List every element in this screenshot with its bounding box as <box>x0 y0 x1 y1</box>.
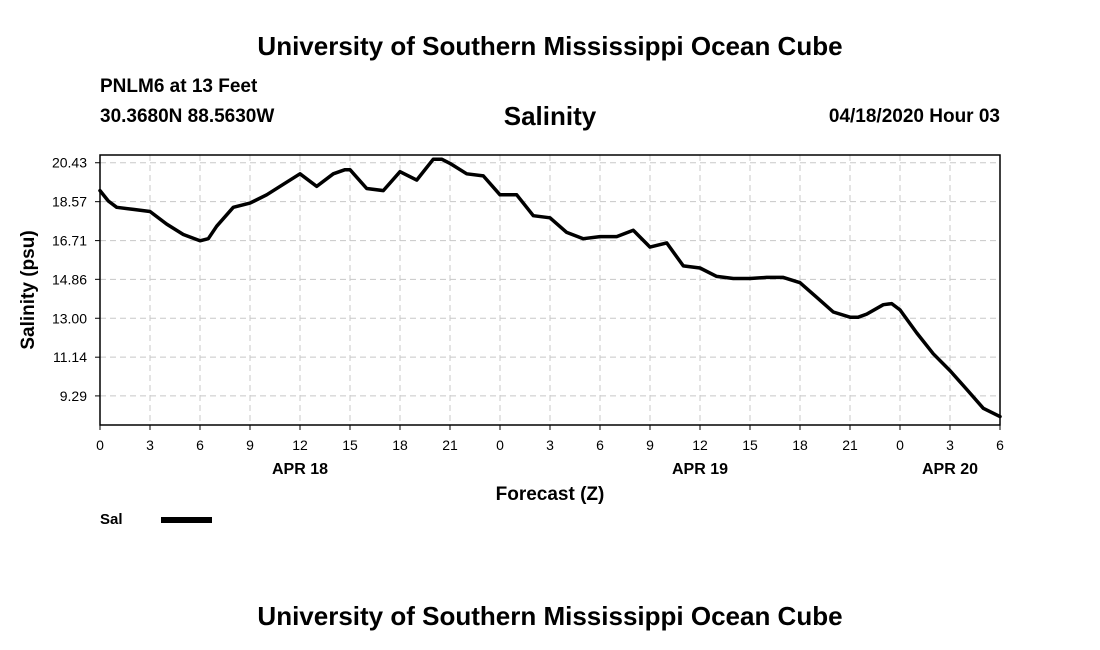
series-layer <box>98 157 1002 419</box>
x-tick-label: 21 <box>442 437 458 453</box>
x-tick-label: 21 <box>842 437 858 453</box>
legend-label: Sal <box>100 511 123 528</box>
x-tick-label: 18 <box>392 437 408 453</box>
x-tick-label: 0 <box>496 437 504 453</box>
x-tick-label: 6 <box>596 437 604 453</box>
date-label: APR 20 <box>922 461 978 478</box>
x-tick-label: 18 <box>792 437 808 453</box>
y-tick-label: 9.29 <box>60 388 87 404</box>
x-tick-label: 9 <box>646 437 654 453</box>
y-tick-label: 16.71 <box>52 233 87 249</box>
y-tick-label: 18.57 <box>52 194 87 210</box>
page-title: University of Southern Mississippi Ocean… <box>257 31 843 61</box>
y-tick-label: 14.86 <box>52 271 87 287</box>
x-tick-label: 6 <box>996 437 1004 453</box>
grid-lines <box>100 155 1000 425</box>
forecast-datetime: 04/18/2020 Hour 03 <box>828 106 1000 127</box>
date-label: APR 19 <box>672 461 728 478</box>
footer-title: University of Southern Mississippi Ocean… <box>257 601 843 631</box>
axis-labels: 9.29 11.14 13.00 14.86 16.71 18.57 20.43 0 3 6 9 12… <box>18 155 1004 505</box>
y-tick-label: 13.00 <box>52 310 87 326</box>
x-tick-label: 3 <box>946 437 954 453</box>
x-tick-label: 3 <box>146 437 154 453</box>
chart-title: Salinity <box>503 101 597 131</box>
x-tick-label: 6 <box>196 437 204 453</box>
x-tick-label: 3 <box>546 437 554 453</box>
x-axis-title: Forecast (Z) <box>496 484 605 505</box>
y-tick-label: 20.43 <box>52 155 87 171</box>
x-tick-label: 12 <box>292 437 308 453</box>
date-label: APR 18 <box>272 461 328 478</box>
x-tick-label: 15 <box>742 437 758 453</box>
axes <box>95 154 1001 430</box>
x-tick-label: 15 <box>342 437 358 453</box>
plot-frame <box>99 154 1001 426</box>
series-line-sal <box>98 157 1002 419</box>
x-tick-label: 12 <box>692 437 708 453</box>
x-tick-label: 9 <box>246 437 254 453</box>
y-axis-title: Salinity (psu) <box>18 230 39 349</box>
x-tick-label: 0 <box>96 437 104 453</box>
x-tick-label: 0 <box>896 437 904 453</box>
station-label: PNLM6 at 13 Feet <box>100 76 258 97</box>
station-coordinates: 30.3680N 88.5630W <box>100 106 275 127</box>
y-tick-label: 11.14 <box>53 349 87 365</box>
